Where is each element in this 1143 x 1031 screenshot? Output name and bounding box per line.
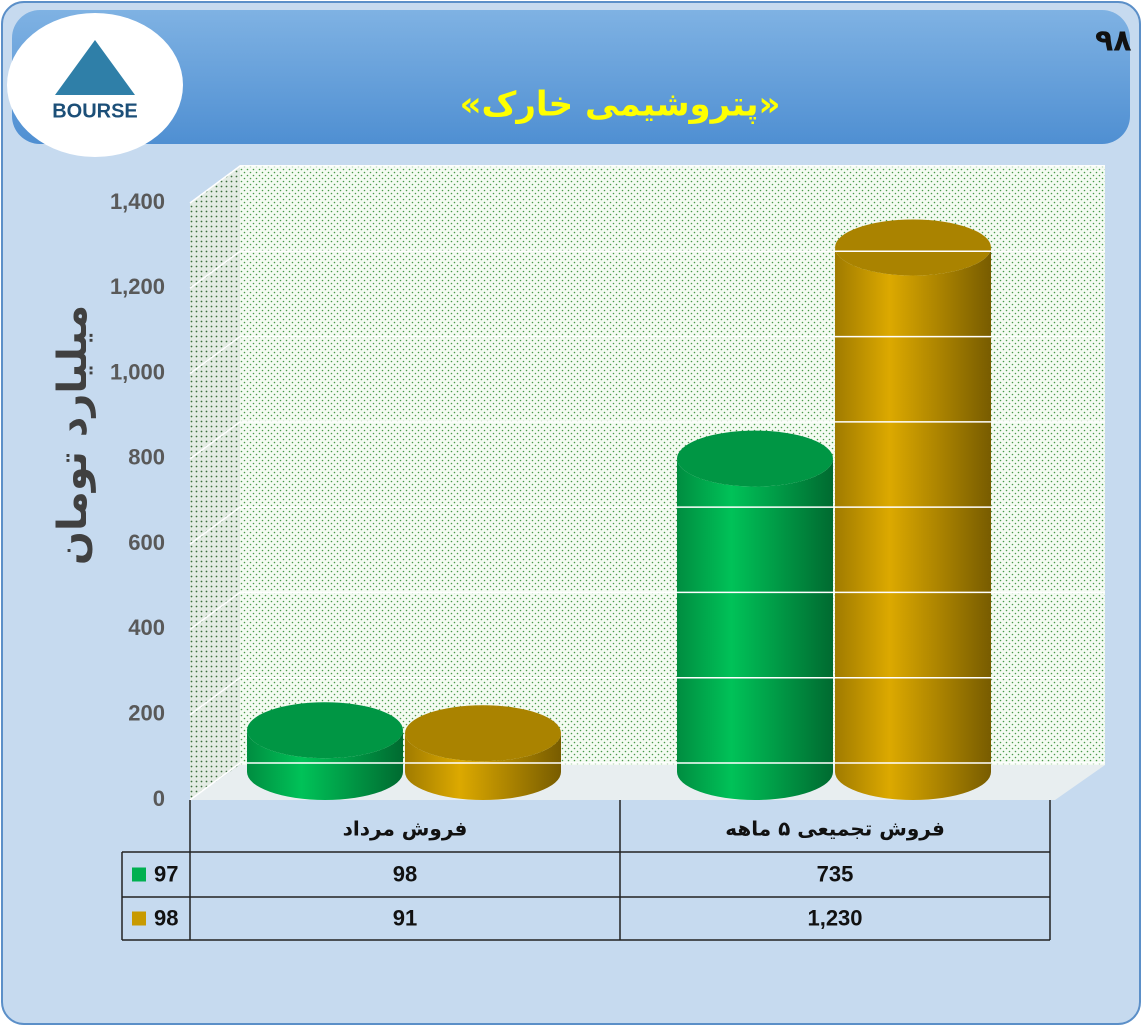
chart-title: گزارش فروش ریالی ماهانه و ۵ ماهه منتهی ب… [1095,23,1143,59]
side-wall [190,165,240,800]
grid-line [189,676,1105,716]
y-tick-label: 400 [128,615,165,640]
grid-line [189,165,1105,204]
legend-swatch [132,867,146,882]
legend-label: 98 [154,905,178,930]
logo-icon [55,40,135,95]
chart-subtitle: «پتروشیمی خارک» [460,85,781,125]
grid-line [189,591,1105,631]
y-tick-label: 0 [153,786,165,811]
x-tick-label: فروش مرداد [343,817,468,841]
data-label: 735 [817,861,854,886]
legend-swatch [132,911,146,926]
y-tick-label: 1,400 [110,189,165,214]
cylinder-body [835,247,991,800]
grid-line [189,250,1105,289]
grid-line [189,421,1105,460]
grid-line [189,762,1105,801]
cylinder-body [247,730,403,800]
cylinder-top [835,219,991,276]
plot [247,219,991,800]
data-label: 91 [393,905,417,930]
data-label: 98 [393,861,417,886]
cylinder-body [405,733,561,800]
title-band [12,10,1130,144]
cylinder-top [405,705,561,762]
grid-line [189,506,1105,545]
y-axis-label: میلیارد تومان [50,305,96,565]
cylinder-top [677,430,833,487]
y-tick-label: 1,000 [110,359,165,384]
logo-text: BOURSE [52,100,138,122]
x-tick-label: فروش تجمیعی ۵ ماهه [725,817,945,841]
legend-label: 97 [154,861,178,886]
grid-line [189,335,1105,375]
y-tick-label: 600 [128,530,165,555]
y-tick-label: 200 [128,701,165,726]
cylinder-body [677,458,833,800]
cylinder-top [247,702,403,759]
y-tick-label: 1,200 [110,274,165,299]
data-label: 1,230 [807,905,862,930]
y-tick-label: 800 [128,445,165,470]
